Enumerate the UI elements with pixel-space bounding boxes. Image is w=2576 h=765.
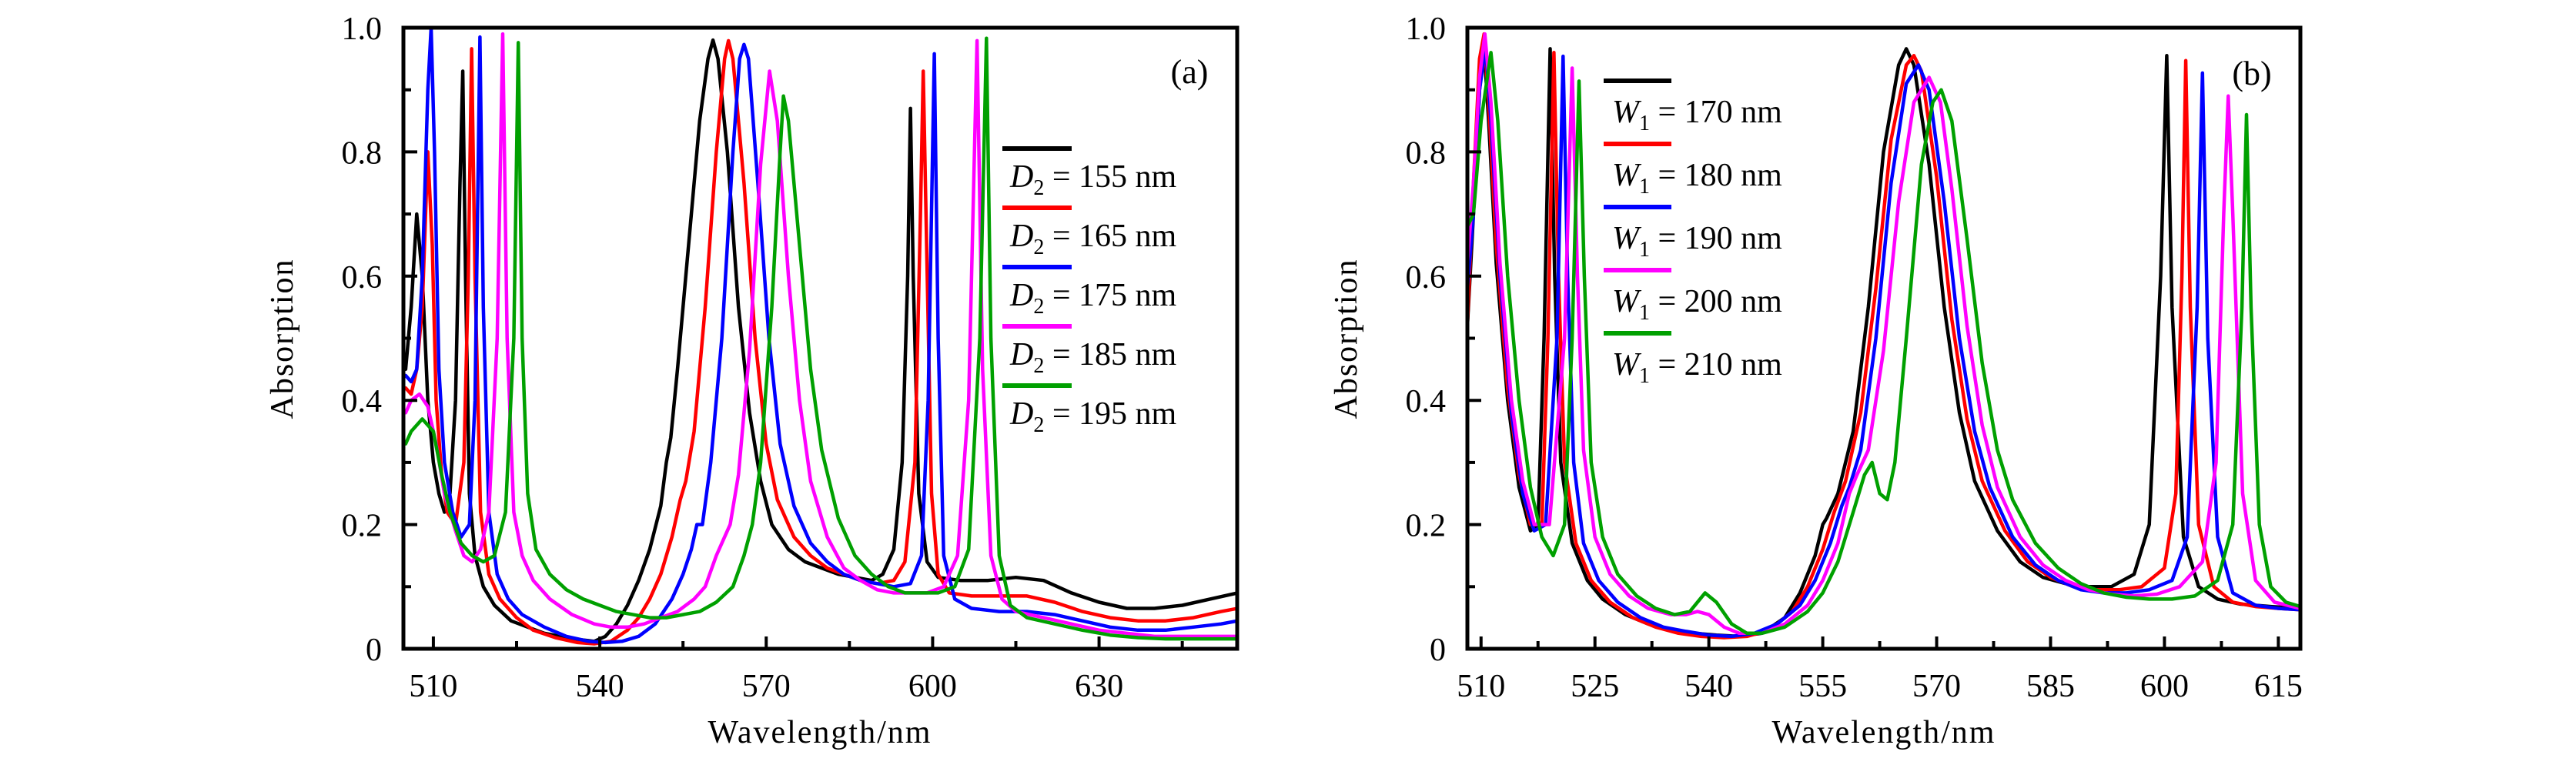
legend-item: D2 = 165 nm [1002, 205, 1177, 259]
panel-a-y-axis-title: Absorption [265, 259, 300, 419]
panel-a: 0 0.2 0.4 0.6 0.8 1.0 510 540 570 600 630 Waveleng… [265, 12, 1239, 750]
panel-a-legend: D2 = 155 nm D2 = 165 nm D2 = 175 nm D2 = 18… [1002, 146, 1177, 437]
panel-b-x-axis-title: Wavelength/nm [1772, 715, 1996, 750]
x-tick-label: 630 [1075, 669, 1123, 704]
panel-b-y-axis-title: Absorption [1329, 259, 1364, 419]
y-tick-label: 0.4 [1406, 384, 1447, 419]
panel-b-series-210-line [1467, 51, 2300, 636]
y-tick-label: 0.4 [342, 384, 383, 419]
panel-b-series-layer [1467, 32, 2300, 640]
y-tick-label: 0 [366, 633, 382, 668]
panel-a-series-175-line [403, 25, 1237, 645]
legend-item: D2 = 195 nm [1002, 383, 1177, 437]
panel-b-series-190-line [1467, 44, 2300, 639]
panel-a-series-195-line [403, 36, 1237, 641]
panel-b: 0 0.2 0.4 0.6 0.8 1.0 510 525 540 555 570 585 600 615… [1329, 12, 2303, 750]
panel-a-series-155-line [403, 38, 1237, 643]
panel-a-series-group [403, 25, 1237, 646]
x-tick-label: 570 [1912, 669, 1961, 704]
legend-label: D2 = 155 nm [1009, 159, 1177, 200]
legend-item: W1 = 200 nm [1604, 268, 1782, 325]
panel-b-series-170-line [1467, 44, 2300, 639]
legend-item: W1 = 180 nm [1604, 142, 1782, 199]
legend-label: D2 = 175 nm [1009, 278, 1177, 319]
y-tick-label: 0.2 [1406, 509, 1447, 544]
y-tick-label: 0.6 [1406, 260, 1447, 296]
x-tick-label: 570 [742, 669, 791, 704]
x-tick-label: 600 [2140, 669, 2189, 704]
panel-b-ticks [1467, 88, 2280, 649]
legend-item: D2 = 175 nm [1002, 265, 1177, 319]
legend-label: D2 = 195 nm [1009, 396, 1177, 437]
panel-a-x-axis-title: Wavelength/nm [708, 715, 932, 750]
panel-b-series-180-line [1467, 32, 2300, 640]
legend-item: D2 = 185 nm [1002, 324, 1177, 378]
y-tick-label: 0.8 [1406, 135, 1447, 171]
legend-label: W1 = 180 nm [1612, 158, 1782, 199]
legend-label: W1 = 170 nm [1612, 95, 1782, 135]
panel-b-series-200-line [1467, 32, 2300, 636]
panel-a-label: (a) [1171, 53, 1209, 91]
x-tick-label: 615 [2254, 669, 2303, 704]
x-tick-label: 510 [1457, 669, 1505, 704]
legend-label: D2 = 185 nm [1009, 337, 1177, 378]
panel-a-series-layer [403, 25, 1237, 646]
x-tick-label: 555 [1798, 669, 1847, 704]
panel-b-tick-labels: 0 0.2 0.4 0.6 0.8 1.0 510 525 540 555 570 585 600 615 [1406, 12, 2303, 704]
x-tick-label: 525 [1571, 669, 1619, 704]
legend-label: W1 = 190 nm [1612, 221, 1782, 262]
x-tick-label: 600 [908, 669, 957, 704]
legend-item: W1 = 170 nm [1604, 79, 1782, 135]
panel-b-series-group [1467, 32, 2300, 640]
panel-a-tick-labels: 0 0.2 0.4 0.6 0.8 1.0 510 540 570 600 630 [342, 12, 1124, 704]
y-tick-label: 1.0 [342, 12, 383, 47]
legend-item: W1 = 210 nm [1604, 331, 1782, 388]
x-tick-label: 540 [1684, 669, 1733, 704]
x-tick-label: 510 [409, 669, 457, 704]
legend-item: W1 = 190 nm [1604, 205, 1782, 262]
panel-a-ticks [403, 88, 1184, 649]
y-tick-label: 0.6 [342, 260, 383, 296]
panel-b-legend: W1 = 170 nm W1 = 180 nm W1 = 190 nm W1 = 20… [1604, 79, 1782, 388]
y-tick-label: 0.8 [342, 135, 383, 171]
y-tick-label: 0.2 [342, 509, 383, 544]
legend-label: W1 = 200 nm [1612, 284, 1782, 325]
x-tick-label: 585 [2026, 669, 2075, 704]
legend-label: D2 = 165 nm [1009, 219, 1177, 259]
y-tick-label: 1.0 [1406, 12, 1447, 47]
legend-label: W1 = 210 nm [1612, 347, 1782, 388]
x-tick-label: 540 [576, 669, 624, 704]
y-tick-label: 0 [1430, 633, 1446, 668]
legend-item: D2 = 155 nm [1002, 146, 1177, 200]
panel-b-label: (b) [2232, 55, 2271, 92]
panel-a-series-185-line [403, 32, 1237, 639]
